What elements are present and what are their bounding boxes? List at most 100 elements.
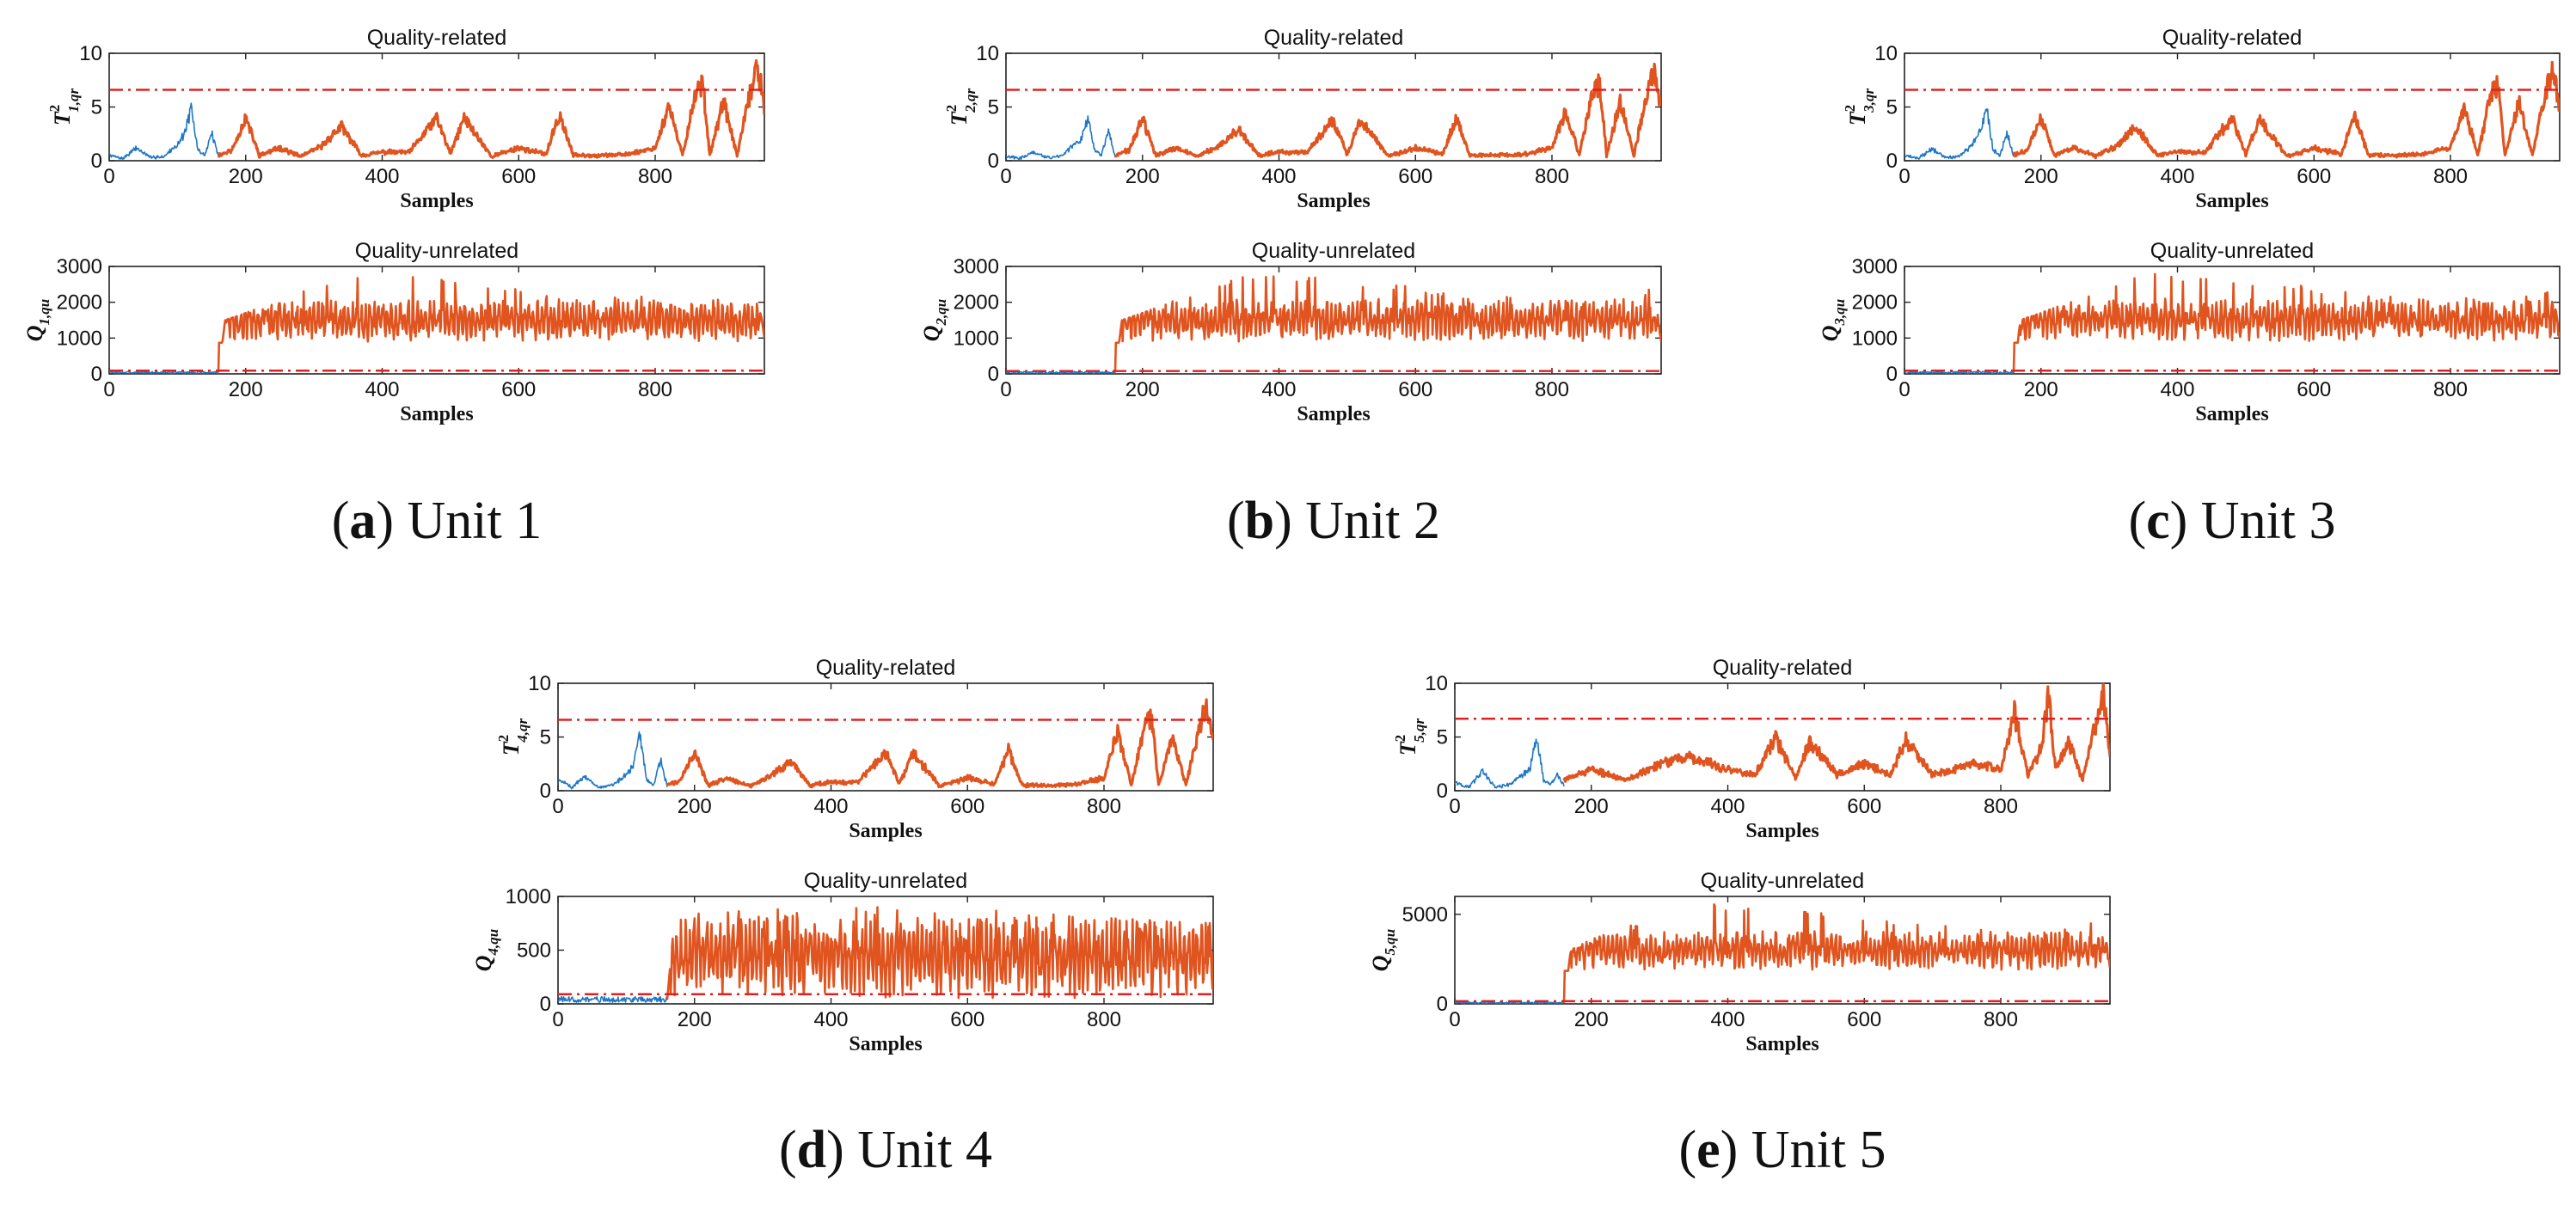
subplot-title: Quality-unrelated	[804, 869, 967, 893]
x-tick-label: 200	[229, 165, 263, 188]
x-tick-label: 200	[678, 1008, 712, 1031]
subplot-title: Quality-related	[367, 26, 507, 50]
x-tick-label: 0	[1000, 378, 1011, 401]
x-axis-label: Samples	[1297, 190, 1370, 212]
panel-a: 0 200 400 600 8000510Quality-relatedSamplesT…	[22, 26, 765, 550]
y-axis-label-sub: 3,qu	[1831, 299, 1848, 327]
y-tick-label: 10	[528, 672, 551, 695]
subplot-title: Quality-unrelated	[355, 239, 518, 263]
y-tick-label: 0	[91, 150, 102, 173]
x-tick-label: 800	[1087, 795, 1121, 818]
x-tick-label: 0	[552, 1008, 563, 1031]
x-tick-label: 800	[2433, 165, 2468, 188]
y-axis-label-base: T	[499, 741, 524, 755]
y-tick-label: 10	[79, 42, 102, 65]
y-axis-label-base: Q	[1818, 325, 1843, 341]
x-axis-label: Samples	[1745, 820, 1819, 842]
panel-caption: (a) Unit 1	[332, 492, 543, 550]
y-tick-label: 500	[517, 939, 551, 963]
x-tick-label: 800	[1984, 795, 2018, 818]
y-axis-label: Q4,qu	[471, 929, 501, 972]
x-tick-label: 400	[1261, 165, 1296, 188]
x-tick-label: 400	[2160, 165, 2194, 188]
x-tick-label: 800	[1535, 378, 1569, 401]
x-axis-label: Samples	[849, 1033, 922, 1055]
panel-d: 0 200 400 600 8000510Quality-relatedSamplesT…	[471, 656, 1214, 1179]
y-tick-label: 3000	[1852, 255, 1898, 278]
x-tick-label: 200	[2024, 165, 2058, 188]
training-trace	[558, 731, 668, 790]
y-tick-label: 5	[1886, 96, 1898, 119]
panel-e: 0 200 400 600 8000510Quality-relatedSamplesT…	[1368, 656, 2111, 1179]
y-axis-label: T2 2,qr	[943, 88, 978, 125]
panel-caption: (b) Unit 2	[1227, 492, 1440, 550]
y-tick-label: 0	[1886, 363, 1898, 386]
training-trace	[1904, 370, 2015, 374]
y-tick-label: 0	[540, 993, 551, 1016]
y-axis-label: Q2,qu	[919, 299, 949, 342]
y-axis-label-sup: 2	[495, 735, 512, 743]
caption-unit: Unit 2	[1305, 492, 1440, 550]
x-tick-label: 400	[365, 165, 399, 188]
x-tick-label: 0	[103, 378, 114, 401]
x-tick-label: 600	[501, 165, 536, 188]
x-tick-label: 600	[950, 795, 984, 818]
x-tick-label: 800	[2433, 378, 2468, 401]
x-tick-label: 200	[229, 378, 263, 401]
panel-caption: (c) Unit 3	[2128, 492, 2335, 550]
training-trace	[109, 370, 219, 374]
testing-trace	[1562, 903, 2110, 1003]
caption-letter: d	[797, 1121, 826, 1179]
training-trace	[1455, 738, 1565, 789]
caption-paren: )	[1274, 492, 1305, 550]
caption-paren: (	[779, 1121, 797, 1179]
y-tick-label: 1000	[954, 327, 999, 350]
x-tick-label: 800	[1535, 165, 1569, 188]
y-tick-label: 0	[1437, 780, 1448, 803]
caption-letter: e	[1696, 1121, 1720, 1179]
subplot-quality-unrelated: 0 200 400 600 800 0 500 1000 Quality-unrelated Sa…	[471, 869, 1214, 1055]
caption-unit: Unit 3	[2201, 492, 2336, 550]
y-tick-label: 3000	[57, 255, 102, 278]
y-tick-label: 10	[1425, 672, 1448, 695]
y-axis-label-base: Q	[919, 325, 944, 341]
caption-letter: a	[349, 492, 376, 550]
y-axis-label-sub: 4,qr	[514, 718, 531, 743]
testing-trace	[1562, 683, 2110, 783]
y-tick-label: 2000	[954, 291, 999, 315]
y-axis-label-base: Q	[1368, 955, 1393, 971]
y-axis-label: Q3,qu	[1818, 299, 1848, 342]
testing-trace	[665, 906, 1213, 1000]
x-tick-label: 600	[501, 378, 536, 401]
y-tick-label: 0	[988, 150, 999, 173]
x-tick-label: 400	[813, 1008, 848, 1031]
x-tick-label: 0	[552, 795, 563, 818]
training-trace	[109, 102, 219, 160]
x-tick-label: 400	[1261, 378, 1296, 401]
y-axis-label: T2 1,qr	[46, 88, 82, 125]
caption-paren: )	[2170, 492, 2201, 550]
axes-frame	[1454, 682, 2111, 792]
panel-b: 0 200 400 600 8000510Quality-relatedSamplesT…	[919, 26, 1662, 550]
subplot-quality-related: 0 200 400 600 800 0 5 10 Quality-related Samples T…	[46, 26, 765, 212]
subplot-title: Quality-unrelated	[1252, 239, 1415, 263]
x-tick-label: 800	[1087, 1008, 1121, 1031]
x-tick-label: 0	[1898, 378, 1910, 401]
x-tick-label: 800	[638, 165, 672, 188]
subplot-quality-unrelated: 0 200 400 600 800 0 1000 2000 3000 Quality-unrela…	[919, 239, 1662, 425]
testing-trace	[218, 58, 764, 159]
x-tick-label: 0	[1898, 165, 1910, 188]
y-tick-label: 5	[988, 96, 999, 119]
caption-unit: Unit 1	[408, 492, 543, 550]
x-tick-label: 0	[1449, 1008, 1460, 1031]
testing-trace	[665, 698, 1213, 789]
x-axis-label: Samples	[2195, 190, 2268, 212]
y-axis-label: T2 3,qr	[1842, 88, 1877, 125]
y-axis-label-base: T	[50, 111, 75, 125]
y-axis-label-sub: 2,qu	[933, 299, 949, 327]
x-tick-label: 800	[638, 378, 672, 401]
y-tick-label: 5	[540, 726, 551, 749]
y-axis-label-base: T	[1845, 111, 1870, 125]
y-axis-label-sub: 4,qu	[485, 929, 501, 957]
